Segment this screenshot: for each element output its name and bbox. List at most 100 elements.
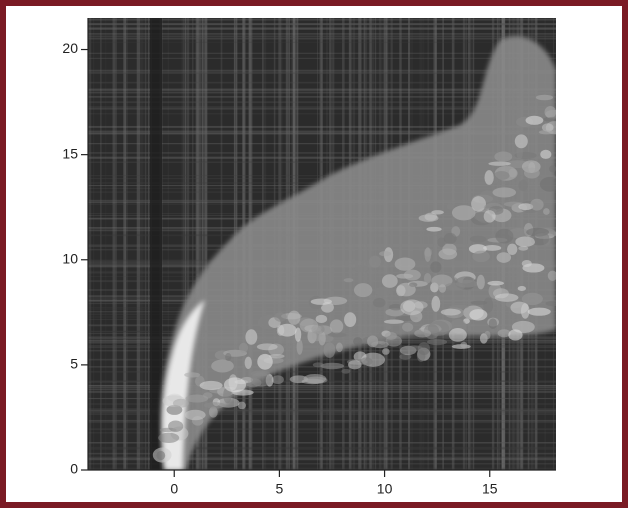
plume-puff xyxy=(185,395,208,403)
texture-stripe xyxy=(115,18,116,470)
y-tick-label: 10 xyxy=(62,250,78,266)
plume-puff xyxy=(445,283,466,291)
plume-puff xyxy=(522,260,532,267)
texture-stripe xyxy=(112,18,115,470)
plume-puff xyxy=(548,271,558,281)
plume-puff xyxy=(469,309,487,320)
texture-stripe xyxy=(105,18,106,470)
plume-puff xyxy=(534,232,550,245)
plume-puff xyxy=(528,308,551,316)
plume-puff xyxy=(510,302,528,314)
plume-puff xyxy=(382,348,390,355)
plume-puff xyxy=(540,177,560,192)
plume-puff xyxy=(373,298,385,308)
plume-puff xyxy=(382,274,398,288)
plume-puff xyxy=(251,372,271,387)
chart: 05101520051015 xyxy=(0,0,628,508)
plume-puff xyxy=(484,170,493,185)
plume-puff xyxy=(348,360,362,369)
plume-puff xyxy=(497,252,512,263)
plume-puff xyxy=(360,357,372,365)
page: 05101520051015 (() => { const data = JSO… xyxy=(0,0,628,508)
plume-puff xyxy=(425,247,431,262)
plume-puff xyxy=(470,236,486,243)
plume-puff xyxy=(158,433,179,443)
plume-puff xyxy=(441,309,461,316)
plume-puff xyxy=(409,283,417,287)
plume-puff xyxy=(312,327,322,341)
plume-puff xyxy=(295,327,301,341)
plume-puff xyxy=(460,342,467,348)
plume-puff xyxy=(444,233,457,244)
plume-puff xyxy=(495,229,513,244)
plume-puff xyxy=(549,165,556,172)
plume-puff xyxy=(449,328,467,342)
plume-puff xyxy=(547,117,562,121)
x-tick-label: 0 xyxy=(170,481,178,497)
plume-puff xyxy=(369,256,381,268)
plume-puff xyxy=(257,343,278,350)
texture-stripe xyxy=(123,18,126,470)
plume-puff xyxy=(431,296,440,312)
plume-puff xyxy=(515,134,528,148)
plume-puff xyxy=(545,106,557,118)
texture-stripe xyxy=(150,18,162,470)
plume-puff xyxy=(173,399,189,408)
plume-puff xyxy=(424,273,431,284)
texture-stripe xyxy=(143,18,145,470)
plume-puff xyxy=(239,343,248,353)
plume-puff xyxy=(328,332,347,337)
plume-puff xyxy=(320,363,344,369)
plume-puff xyxy=(518,180,528,191)
plume-puff xyxy=(426,227,441,232)
plume-puff xyxy=(494,152,512,162)
plume-puff xyxy=(539,130,554,134)
plume-puff xyxy=(515,237,535,247)
plume-puff xyxy=(427,339,447,345)
plume-puff xyxy=(184,372,200,377)
plume-puff xyxy=(402,323,413,332)
plume-puff xyxy=(536,95,553,101)
plume-puff xyxy=(375,287,392,296)
plume-puff xyxy=(430,261,441,272)
plume-puff xyxy=(344,312,356,327)
plume-puff xyxy=(225,353,231,361)
plume-puff xyxy=(400,299,423,315)
plume-puff xyxy=(406,345,423,351)
plume-puff xyxy=(530,199,543,211)
plume-puff xyxy=(404,270,421,281)
texture-stripe xyxy=(137,18,140,470)
plume-puff xyxy=(489,318,497,329)
plume-puff xyxy=(386,335,402,346)
plume-puff xyxy=(156,451,165,460)
plume-puff xyxy=(379,251,391,256)
x-tick-label: 5 xyxy=(276,481,284,497)
plume-puff xyxy=(516,147,522,160)
plume-puff xyxy=(483,245,501,251)
plume-puff xyxy=(185,410,206,421)
x-tick-label: 15 xyxy=(482,481,498,497)
plume-puff xyxy=(386,325,392,329)
plume-puff xyxy=(257,354,273,370)
plume-puff xyxy=(313,362,324,367)
plume-puff xyxy=(508,329,522,340)
plume-puff xyxy=(518,286,526,291)
y-tick-label: 20 xyxy=(62,40,78,56)
plume-puff xyxy=(495,293,519,302)
texture-stripe xyxy=(148,18,149,470)
plume-puff xyxy=(543,208,550,215)
plume-puff xyxy=(487,281,504,286)
plume-puff xyxy=(439,284,446,293)
plume-puff xyxy=(274,312,287,322)
plume-puff xyxy=(483,297,493,312)
plume-puff xyxy=(540,150,551,159)
plume-puff xyxy=(384,320,404,324)
plume-puff xyxy=(518,246,528,251)
plume-puff xyxy=(395,257,416,270)
plume-puff xyxy=(414,329,431,337)
plume-puff xyxy=(304,374,327,384)
plume-puff xyxy=(472,251,490,262)
plume-puff xyxy=(484,331,490,340)
plume-puff xyxy=(200,381,223,390)
plume-puff xyxy=(311,298,332,304)
